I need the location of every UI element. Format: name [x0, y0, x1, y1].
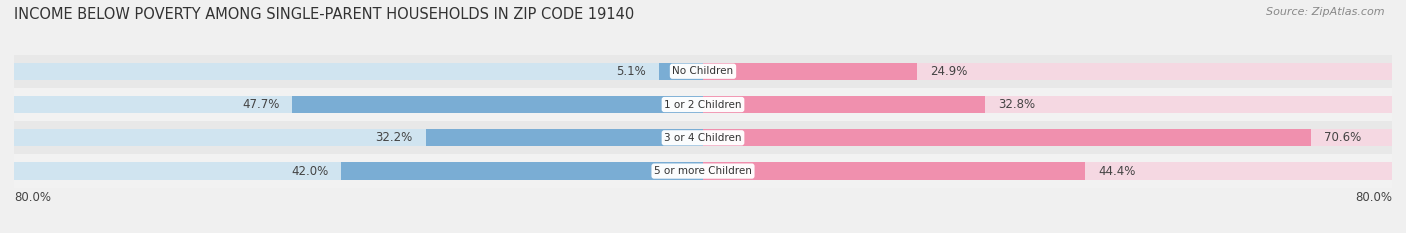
Bar [14, 55, 1392, 88]
Bar [14, 63, 703, 80]
Bar [342, 162, 703, 180]
Text: 80.0%: 80.0% [1355, 191, 1392, 204]
Text: 80.0%: 80.0% [14, 191, 51, 204]
Text: 32.8%: 32.8% [998, 98, 1035, 111]
Text: 3 or 4 Children: 3 or 4 Children [664, 133, 742, 143]
Bar [703, 129, 1310, 147]
Bar [14, 154, 1392, 188]
Bar [292, 96, 703, 113]
Bar [14, 96, 703, 113]
Text: 5 or more Children: 5 or more Children [654, 166, 752, 176]
Text: 44.4%: 44.4% [1098, 164, 1136, 178]
Bar [703, 129, 1392, 147]
Text: 32.2%: 32.2% [375, 131, 413, 144]
Text: 24.9%: 24.9% [931, 65, 967, 78]
Text: 70.6%: 70.6% [1324, 131, 1361, 144]
Bar [14, 162, 703, 180]
Text: 1 or 2 Children: 1 or 2 Children [664, 99, 742, 110]
Bar [659, 63, 703, 80]
Bar [703, 63, 918, 80]
Bar [14, 88, 1392, 121]
Text: 47.7%: 47.7% [242, 98, 280, 111]
Bar [703, 96, 1392, 113]
Text: 5.1%: 5.1% [616, 65, 647, 78]
Text: INCOME BELOW POVERTY AMONG SINGLE-PARENT HOUSEHOLDS IN ZIP CODE 19140: INCOME BELOW POVERTY AMONG SINGLE-PARENT… [14, 7, 634, 22]
Bar [703, 162, 1085, 180]
Text: Source: ZipAtlas.com: Source: ZipAtlas.com [1267, 7, 1385, 17]
Bar [426, 129, 703, 147]
Bar [14, 129, 703, 147]
Bar [703, 162, 1392, 180]
Bar [703, 96, 986, 113]
Bar [703, 63, 1392, 80]
Text: No Children: No Children [672, 66, 734, 76]
Text: 42.0%: 42.0% [291, 164, 329, 178]
Bar [14, 121, 1392, 154]
